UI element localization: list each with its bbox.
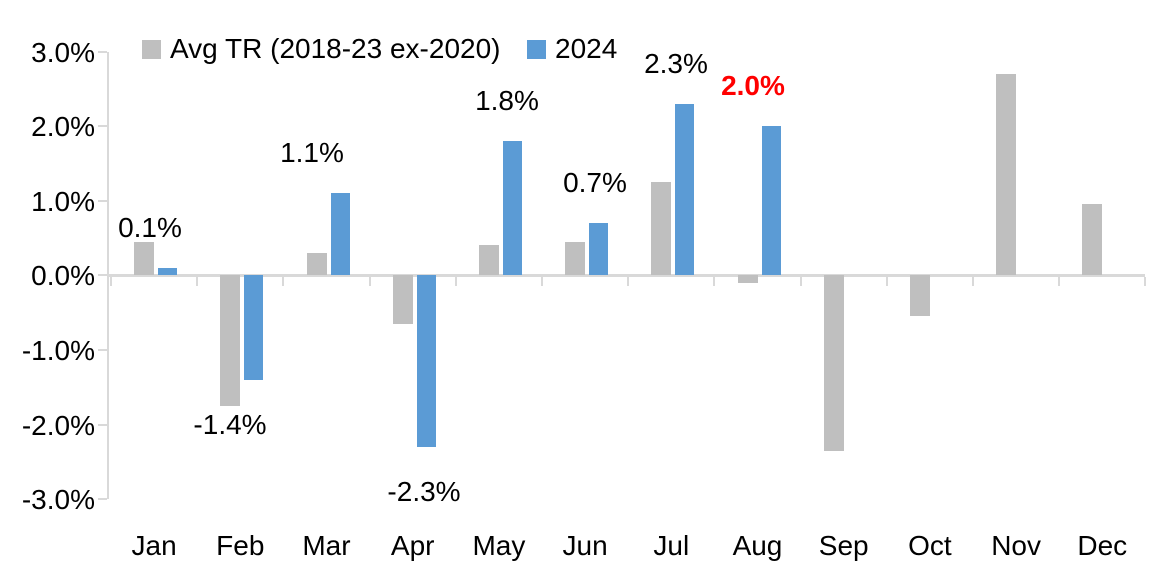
y-tick-label: -3.0% — [21, 484, 95, 516]
y-tick — [98, 50, 107, 53]
data-label-feb: -1.4% — [193, 408, 267, 440]
month-label-aug: Aug — [732, 530, 783, 561]
bar-2024-jul — [675, 103, 695, 276]
data-label-jul: 2.3% — [644, 47, 708, 79]
y-tick — [98, 348, 107, 351]
data-label-mar: 1.1% — [280, 137, 344, 169]
x-tick — [713, 276, 716, 286]
bar-2024-may — [502, 141, 522, 276]
bar-avg-may — [478, 245, 499, 276]
bar-2024-jun — [589, 223, 609, 276]
legend-swatch-2024 — [527, 39, 546, 59]
x-tick — [972, 276, 974, 286]
data-label-apr: -2.3% — [387, 475, 461, 507]
month-label-apr: Apr — [390, 530, 435, 561]
x-tick — [454, 276, 457, 286]
bar-avg-nov — [996, 73, 1017, 276]
x-tick — [282, 276, 285, 286]
y-tick — [98, 498, 107, 501]
x-tick — [196, 276, 199, 286]
y-tick-label: 2.0% — [31, 111, 95, 143]
y-tick-label: -2.0% — [21, 409, 95, 441]
bar-avg-feb — [220, 275, 241, 406]
data-label-may: 1.8% — [475, 85, 539, 117]
data-label-jan: 0.1% — [118, 211, 182, 243]
bar-2024-jan — [158, 267, 178, 276]
y-tick-label: -1.0% — [21, 334, 95, 366]
y-tick — [98, 125, 107, 128]
legend-item-2024: 2024 — [527, 33, 618, 64]
month-label-mar: Mar — [302, 530, 351, 561]
month-label-dec: Dec — [1077, 530, 1128, 561]
y-tick — [98, 423, 107, 426]
bar-avg-apr — [392, 275, 413, 324]
y-tick — [98, 274, 107, 277]
y-tick-label: 3.0% — [31, 36, 95, 68]
x-tick — [627, 276, 630, 286]
month-label-oct: Oct — [908, 530, 952, 561]
x-tick — [541, 276, 543, 286]
legend-item-avg-tr: Avg TR (2018-23 ex-2020) — [142, 33, 501, 64]
month-label-may: May — [472, 530, 526, 561]
bar-avg-mar — [306, 252, 327, 276]
x-tick — [1058, 276, 1061, 286]
x-tick — [368, 276, 371, 286]
x-tick — [885, 276, 888, 286]
bar-avg-sep — [823, 275, 844, 451]
legend-label-2024: 2024 — [555, 33, 618, 64]
y-tick-label: 1.0% — [31, 185, 95, 217]
month-label-nov: Nov — [991, 530, 1041, 561]
month-label-feb: Feb — [216, 530, 265, 561]
y-tick-label: 0.0% — [31, 260, 95, 292]
bar-2024-aug — [761, 126, 781, 276]
bar-avg-aug — [737, 275, 758, 283]
bar-avg-jun — [565, 241, 586, 276]
month-label-jan: Jan — [131, 530, 177, 561]
x-tick — [1144, 276, 1147, 286]
bar-avg-jul — [651, 182, 672, 276]
legend-label-avg-tr: Avg TR (2018-23 ex-2020) — [170, 33, 501, 64]
y-tick — [98, 199, 107, 202]
x-tick — [110, 276, 112, 286]
month-label-jun: Jun — [562, 530, 608, 561]
data-label-jun: 0.7% — [563, 167, 627, 199]
month-label-sep: Sep — [818, 530, 869, 561]
bar-avg-oct — [909, 275, 930, 317]
month-label-jul: Jul — [653, 530, 690, 561]
bar-2024-mar — [330, 193, 350, 276]
bar-avg-jan — [134, 241, 155, 276]
bar-2024-feb — [244, 275, 264, 380]
bar-2024-apr — [416, 275, 436, 447]
x-axis-line — [107, 273, 1146, 277]
bar-avg-dec — [1082, 204, 1103, 276]
x-tick — [799, 276, 802, 286]
data-label-aug: 2.0% — [721, 70, 785, 102]
legend-swatch-avg-tr — [142, 39, 161, 59]
